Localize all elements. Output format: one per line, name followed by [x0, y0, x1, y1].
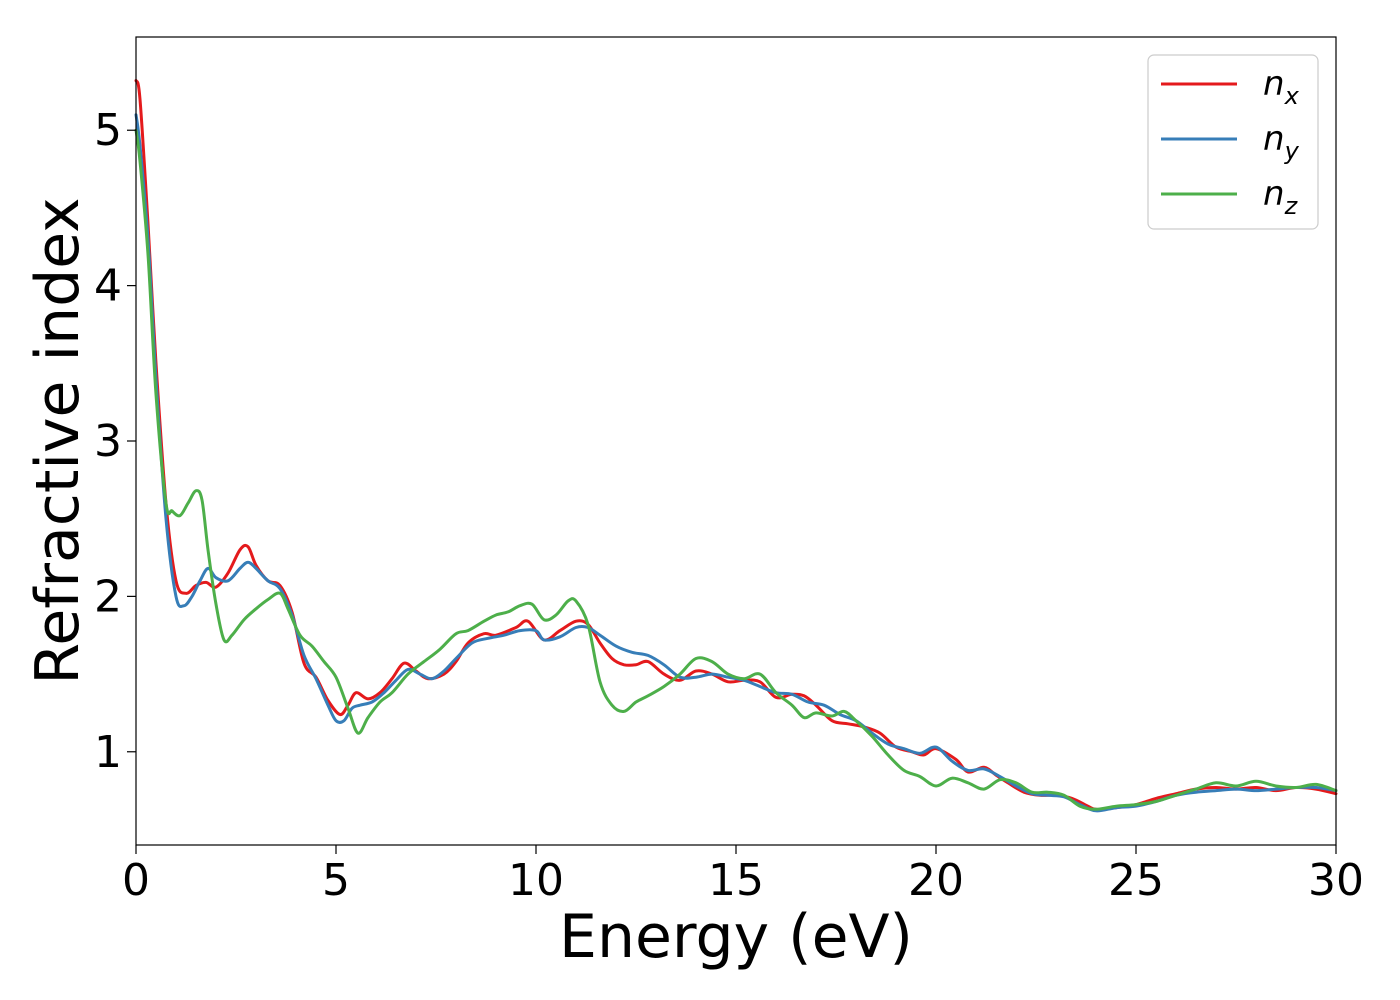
y-tick-label: 5	[94, 105, 122, 156]
legend-entries: nx ny nz	[1161, 64, 1300, 220]
series-line-nz	[134, 128, 1338, 811]
legend: nx ny nz	[1147, 54, 1319, 230]
legend-label-ny: ny	[1263, 119, 1300, 165]
x-tick-label: 15	[708, 855, 764, 906]
x-axis-ticks: 0 5 10 15 20 25 30	[122, 845, 1364, 906]
x-tick-label: 5	[322, 855, 350, 906]
x-axis-title: Energy (eV)	[559, 902, 913, 972]
legend-frame	[1147, 54, 1319, 230]
y-tick-label: 2	[94, 571, 122, 622]
x-tick-label: 0	[122, 855, 150, 906]
y-tick-label: 4	[94, 261, 122, 312]
legend-label-nx: nx	[1263, 64, 1300, 110]
series-layer	[134, 79, 1338, 813]
x-tick-label: 10	[508, 855, 564, 906]
y-axis-ticks: 1 2 3 4 5	[94, 105, 136, 778]
legend-label-nz: nz	[1263, 174, 1299, 220]
x-tick-label: 20	[908, 855, 964, 906]
series-line-ny	[134, 113, 1338, 813]
y-tick-label: 3	[94, 416, 122, 467]
y-axis-title: Refractive index	[23, 197, 93, 684]
y-tick-label: 1	[94, 727, 122, 778]
x-tick-label: 25	[1108, 855, 1164, 906]
x-tick-label: 30	[1308, 855, 1364, 906]
